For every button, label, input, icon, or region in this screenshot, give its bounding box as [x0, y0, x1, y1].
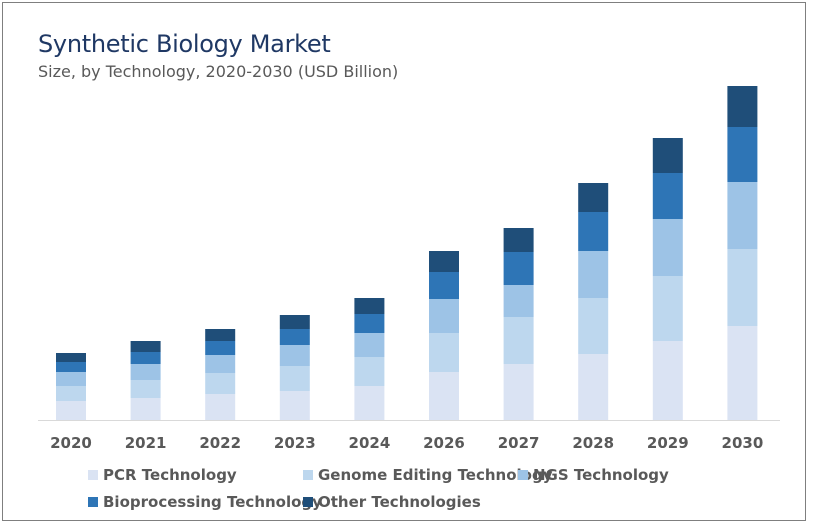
x-tick-label-2027: 2027: [498, 434, 540, 452]
bar-segment-2027-ngs-technology: [503, 285, 534, 317]
bars-group: [56, 86, 758, 420]
x-tick-label-2022: 2022: [199, 434, 241, 452]
bar-segment-2021-pcr-technology: [130, 398, 161, 420]
bar-segment-2020-pcr-technology: [56, 401, 86, 420]
bar-segment-2026-genome-editing-technology: [429, 333, 459, 372]
legend-item-other[interactable]: Other Technologies: [303, 493, 481, 511]
bar-segment-2020-other-technologies: [56, 353, 86, 362]
bar-segment-2029-pcr-technology: [652, 341, 683, 420]
bar-segment-2022-genome-editing-technology: [205, 373, 236, 394]
bar-segment-2023-bioprocessing-technology: [279, 329, 310, 345]
bar-segment-2021-genome-editing-technology: [130, 380, 161, 398]
legend-label-pcr: PCR Technology: [103, 466, 237, 484]
x-tick-label-2028: 2028: [572, 434, 614, 452]
x-tick-label-2024: 2024: [349, 434, 391, 452]
bar-segment-2027-other-technologies: [503, 228, 534, 252]
x-tick-label-2020: 2020: [50, 434, 92, 452]
bar-segment-2026-pcr-technology: [429, 372, 459, 420]
bar-segment-2029-other-technologies: [652, 138, 683, 173]
bar-segment-2022-pcr-technology: [205, 394, 236, 420]
x-tick-label-2026: 2026: [423, 434, 465, 452]
bar-segment-2020-ngs-technology: [56, 372, 86, 386]
bar-segment-2030-bioprocessing-technology: [727, 127, 758, 182]
bar-segment-2029-bioprocessing-technology: [652, 173, 683, 219]
bar-segment-2026-other-technologies: [429, 251, 459, 272]
bar-segment-2030-ngs-technology: [727, 182, 758, 249]
bar-segment-2026-bioprocessing-technology: [429, 272, 459, 299]
legend-item-genome-editing[interactable]: Genome Editing Technology: [303, 466, 553, 484]
x-tick-label-2021: 2021: [125, 434, 167, 452]
chart-title: Synthetic Biology Market: [38, 30, 331, 58]
legend-swatch-genome-editing: [303, 470, 313, 480]
bar-segment-2027-bioprocessing-technology: [503, 252, 534, 285]
bar-segment-2028-bioprocessing-technology: [578, 212, 609, 251]
bar-segment-2023-genome-editing-technology: [279, 366, 310, 391]
legend-swatch-bioprocessing: [88, 497, 98, 507]
x-tick-label-2030: 2030: [722, 434, 764, 452]
bar-segment-2022-other-technologies: [205, 329, 236, 341]
bar-segment-2028-genome-editing-technology: [578, 298, 609, 354]
bar-segment-2026-ngs-technology: [429, 299, 459, 333]
legend-label-genome-editing: Genome Editing Technology: [318, 466, 553, 484]
bar-segment-2030-pcr-technology: [727, 326, 758, 420]
bar-segment-2027-pcr-technology: [503, 364, 534, 420]
bar-segment-2028-ngs-technology: [578, 251, 609, 298]
bar-segment-2028-other-technologies: [578, 183, 609, 212]
legend-label-ngs: NGS Technology: [533, 466, 669, 484]
bar-segment-2029-genome-editing-technology: [652, 276, 683, 341]
bar-segment-2024-genome-editing-technology: [354, 357, 385, 386]
legend-swatch-ngs: [518, 470, 528, 480]
bar-segment-2030-other-technologies: [727, 86, 758, 127]
bar-segment-2021-ngs-technology: [130, 364, 161, 380]
x-tick-label-2023: 2023: [274, 434, 316, 452]
legend-swatch-other: [303, 497, 313, 507]
bar-segment-2021-bioprocessing-technology: [130, 352, 161, 364]
legend-item-ngs[interactable]: NGS Technology: [518, 466, 669, 484]
bar-segment-2024-pcr-technology: [354, 386, 385, 420]
legend-item-bioprocessing[interactable]: Bioprocessing Technology: [88, 493, 322, 511]
x-tick-label-2029: 2029: [647, 434, 689, 452]
bar-segment-2020-bioprocessing-technology: [56, 362, 86, 372]
chart-subtitle: Size, by Technology, 2020-2030 (USD Bill…: [38, 62, 399, 81]
bar-segment-2022-bioprocessing-technology: [205, 341, 236, 355]
legend-item-pcr[interactable]: PCR Technology: [88, 466, 237, 484]
bar-segment-2024-ngs-technology: [354, 333, 385, 357]
legend-swatch-pcr: [88, 470, 98, 480]
bar-segment-2021-other-technologies: [130, 341, 161, 352]
legend-label-bioprocessing: Bioprocessing Technology: [103, 493, 322, 511]
bar-segment-2030-genome-editing-technology: [727, 249, 758, 326]
bar-segment-2027-genome-editing-technology: [503, 317, 534, 364]
bar-segment-2028-pcr-technology: [578, 354, 609, 420]
bar-segment-2020-genome-editing-technology: [56, 386, 86, 401]
legend-label-other: Other Technologies: [318, 493, 481, 511]
bar-segment-2022-ngs-technology: [205, 355, 236, 373]
bar-segment-2024-bioprocessing-technology: [354, 314, 385, 333]
bar-segment-2023-pcr-technology: [279, 391, 310, 420]
bar-segment-2023-other-technologies: [279, 315, 310, 329]
bar-segment-2024-other-technologies: [354, 298, 385, 314]
x-axis-labels: 2020 2021 2022 2023 2024 2026 2027 2028 2029 2030: [50, 434, 763, 452]
bar-segment-2029-ngs-technology: [652, 219, 683, 276]
bar-segment-2023-ngs-technology: [279, 345, 310, 366]
